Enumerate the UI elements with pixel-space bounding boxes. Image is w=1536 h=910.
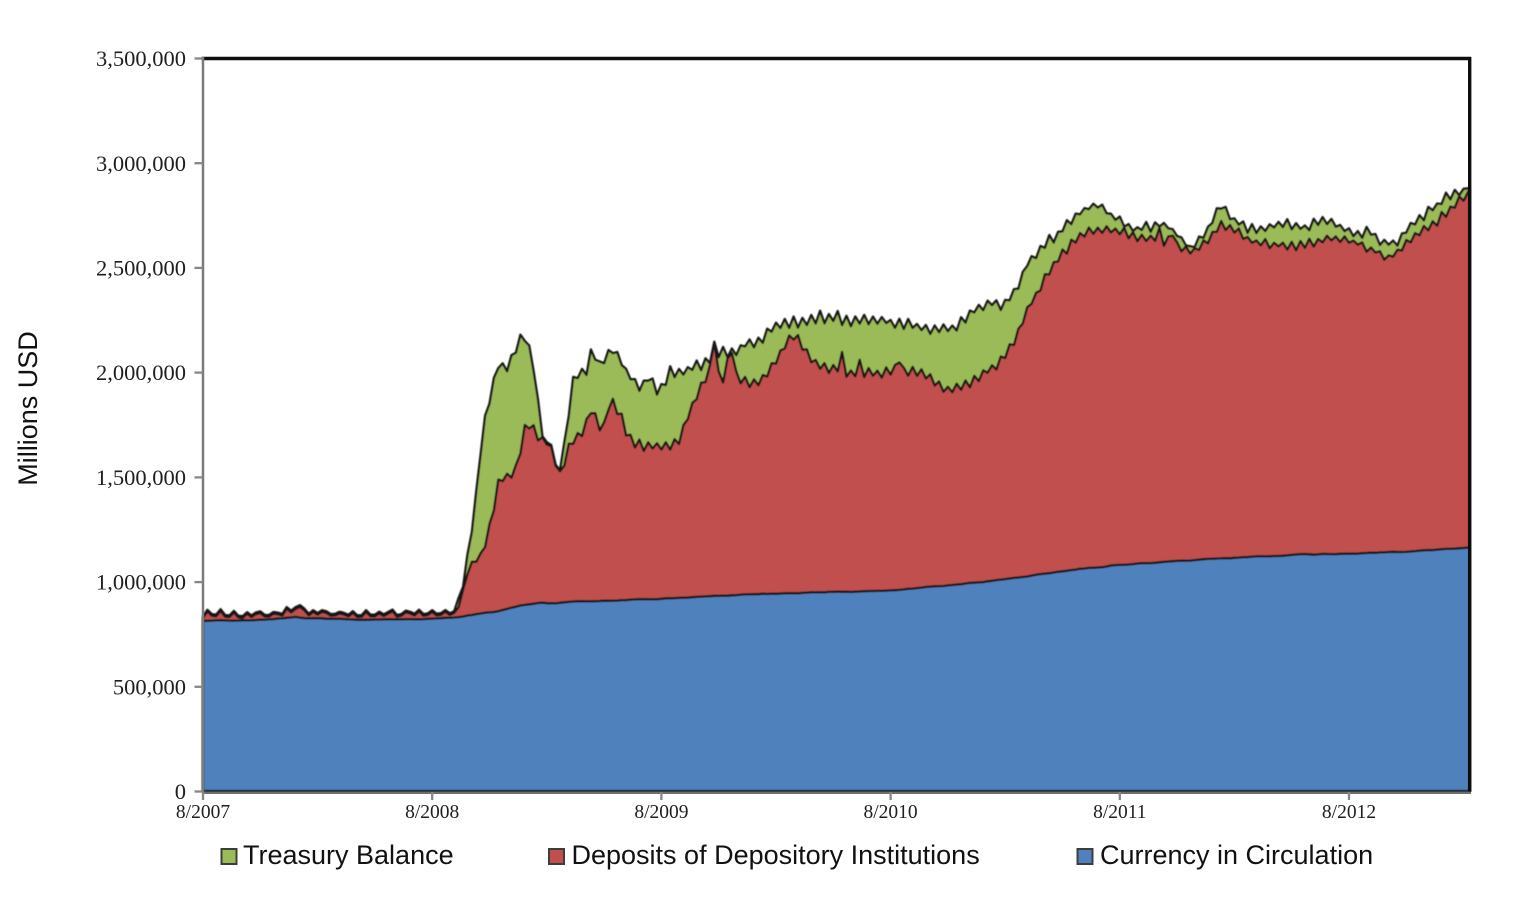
svg-text:Treasury Balance: Treasury Balance bbox=[243, 840, 454, 870]
svg-text:Deposits of Depository Institu: Deposits of Depository Institutions bbox=[572, 840, 980, 870]
svg-text:8/2011: 8/2011 bbox=[1093, 802, 1146, 823]
svg-text:8/2008: 8/2008 bbox=[405, 802, 459, 823]
svg-text:8/2012: 8/2012 bbox=[1322, 802, 1376, 823]
svg-text:2,500,000: 2,500,000 bbox=[96, 256, 186, 281]
svg-text:8/2010: 8/2010 bbox=[864, 802, 918, 823]
svg-text:3,500,000: 3,500,000 bbox=[96, 46, 186, 71]
svg-text:0: 0 bbox=[175, 779, 186, 804]
svg-text:1,000,000: 1,000,000 bbox=[96, 570, 186, 595]
svg-text:2,000,000: 2,000,000 bbox=[96, 360, 186, 385]
svg-text:500,000: 500,000 bbox=[113, 674, 186, 699]
svg-text:1,500,000: 1,500,000 bbox=[96, 465, 186, 490]
svg-text:8/2007: 8/2007 bbox=[176, 802, 230, 823]
svg-text:Millions USD: Millions USD bbox=[13, 331, 43, 486]
svg-text:Currency in Circulation: Currency in Circulation bbox=[1100, 840, 1373, 870]
svg-text:3,000,000: 3,000,000 bbox=[96, 151, 186, 176]
svg-text:8/2009: 8/2009 bbox=[634, 802, 688, 823]
